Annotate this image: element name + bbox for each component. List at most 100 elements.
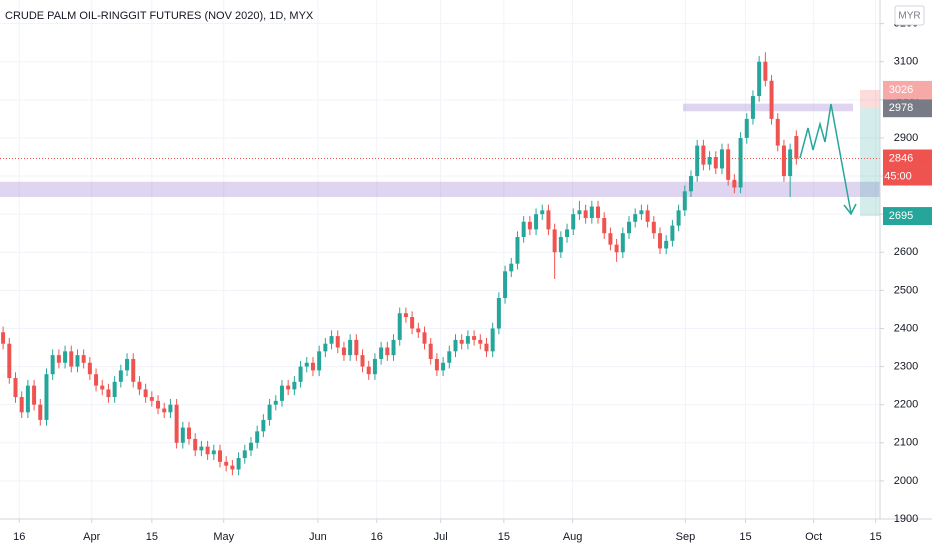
candle-body: [335, 336, 340, 348]
candle-body: [781, 145, 786, 177]
price-badge-label: 2695: [889, 210, 913, 222]
candle-body: [447, 351, 452, 363]
candle-body: [478, 339, 483, 344]
candle-body: [13, 378, 18, 398]
candle-body: [509, 263, 514, 272]
price-badge-label: 2978: [889, 102, 913, 114]
y-tick-label: 2900: [894, 132, 918, 144]
candle-body: [193, 438, 198, 451]
candle-body: [695, 145, 700, 177]
zones: [0, 89, 880, 217]
candle-body: [664, 240, 669, 249]
candle-body: [459, 339, 464, 344]
candle-body: [187, 427, 192, 439]
x-tick-label: 16: [13, 531, 25, 543]
candle-body: [279, 385, 284, 401]
candle-body: [205, 446, 210, 455]
candle-body: [385, 347, 390, 356]
candle-body: [627, 221, 632, 234]
candle-body: [726, 149, 731, 180]
candle-body: [707, 156, 712, 165]
candle-body: [156, 400, 161, 409]
zone: [0, 181, 880, 198]
candle-body: [744, 118, 749, 138]
candle-body: [292, 381, 297, 390]
candle-body: [602, 217, 607, 234]
price-badge: [883, 99, 932, 118]
candle-body: [112, 381, 117, 398]
price-badge-label: 3026: [889, 84, 913, 96]
candle-body: [620, 233, 625, 253]
target-box: [860, 89, 880, 109]
candle-body: [230, 465, 235, 470]
candle-body: [87, 362, 92, 375]
currency-label[interactable]: MYR: [898, 11, 920, 22]
candle-body: [552, 229, 557, 253]
y-tick-label: 2400: [894, 322, 918, 334]
candle-body: [125, 358, 130, 371]
candle-body: [571, 214, 576, 230]
candle-body: [521, 221, 526, 238]
candle-body: [44, 374, 49, 420]
candle-body: [453, 339, 458, 352]
candle-body: [670, 225, 675, 241]
grid: [0, 0, 880, 520]
countdown-badge: [883, 167, 932, 186]
x-tick-label: 15: [739, 531, 751, 543]
candle-body: [372, 358, 377, 375]
candle-body: [682, 191, 687, 211]
candle-body: [757, 61, 762, 97]
candle-body: [317, 351, 322, 371]
candle-body: [596, 206, 601, 218]
candle-body: [503, 271, 508, 298]
projection-arrow: [843, 203, 857, 216]
candle-body: [633, 214, 638, 222]
candle-body: [211, 450, 216, 455]
candle-body: [428, 343, 433, 359]
candle-body: [410, 317, 415, 329]
candle-body: [589, 206, 594, 218]
price-badge: [883, 80, 932, 99]
zone: [683, 103, 853, 112]
x-tick-label: 16: [371, 531, 383, 543]
y-tick-label: 2300: [894, 360, 918, 372]
y-tick-label: 2100: [894, 437, 918, 449]
candle-body: [434, 358, 439, 371]
candle-body: [608, 233, 613, 245]
candle-body: [472, 336, 477, 340]
candle-body: [50, 355, 55, 375]
candle-body: [534, 214, 539, 230]
y-tick-label: 3100: [894, 56, 918, 68]
candle-body: [348, 339, 353, 356]
x-tick-label: Oct: [805, 531, 822, 543]
candle-body: [565, 229, 570, 238]
candle-body: [149, 397, 154, 401]
x-tick-label: 15: [870, 531, 882, 543]
candle-body: [143, 389, 148, 398]
candle-body: [38, 404, 43, 420]
candle-body: [174, 404, 179, 443]
candle-body: [658, 233, 662, 249]
x-tick-label: Jun: [309, 531, 327, 543]
candle-body: [341, 347, 346, 356]
x-tick-label: Sep: [676, 531, 696, 543]
candle-body: [775, 118, 780, 146]
candle-body: [224, 461, 229, 466]
x-tick-label: Apr: [83, 531, 100, 543]
target-box: [860, 108, 880, 217]
candle-body: [546, 210, 551, 230]
candle-body: [56, 355, 61, 363]
candle-body: [527, 221, 532, 230]
candle-body: [490, 328, 495, 352]
y-tick-label: 2000: [894, 475, 918, 487]
candle-body: [69, 351, 74, 367]
x-tick-label: May: [213, 531, 234, 543]
candle-body: [403, 313, 408, 318]
candle-body: [794, 136, 799, 159]
candle-body: [180, 427, 185, 443]
currency-button[interactable]: [894, 5, 925, 26]
candle-body: [750, 96, 755, 119]
projection-path: [799, 103, 852, 214]
candle-body: [75, 355, 80, 367]
